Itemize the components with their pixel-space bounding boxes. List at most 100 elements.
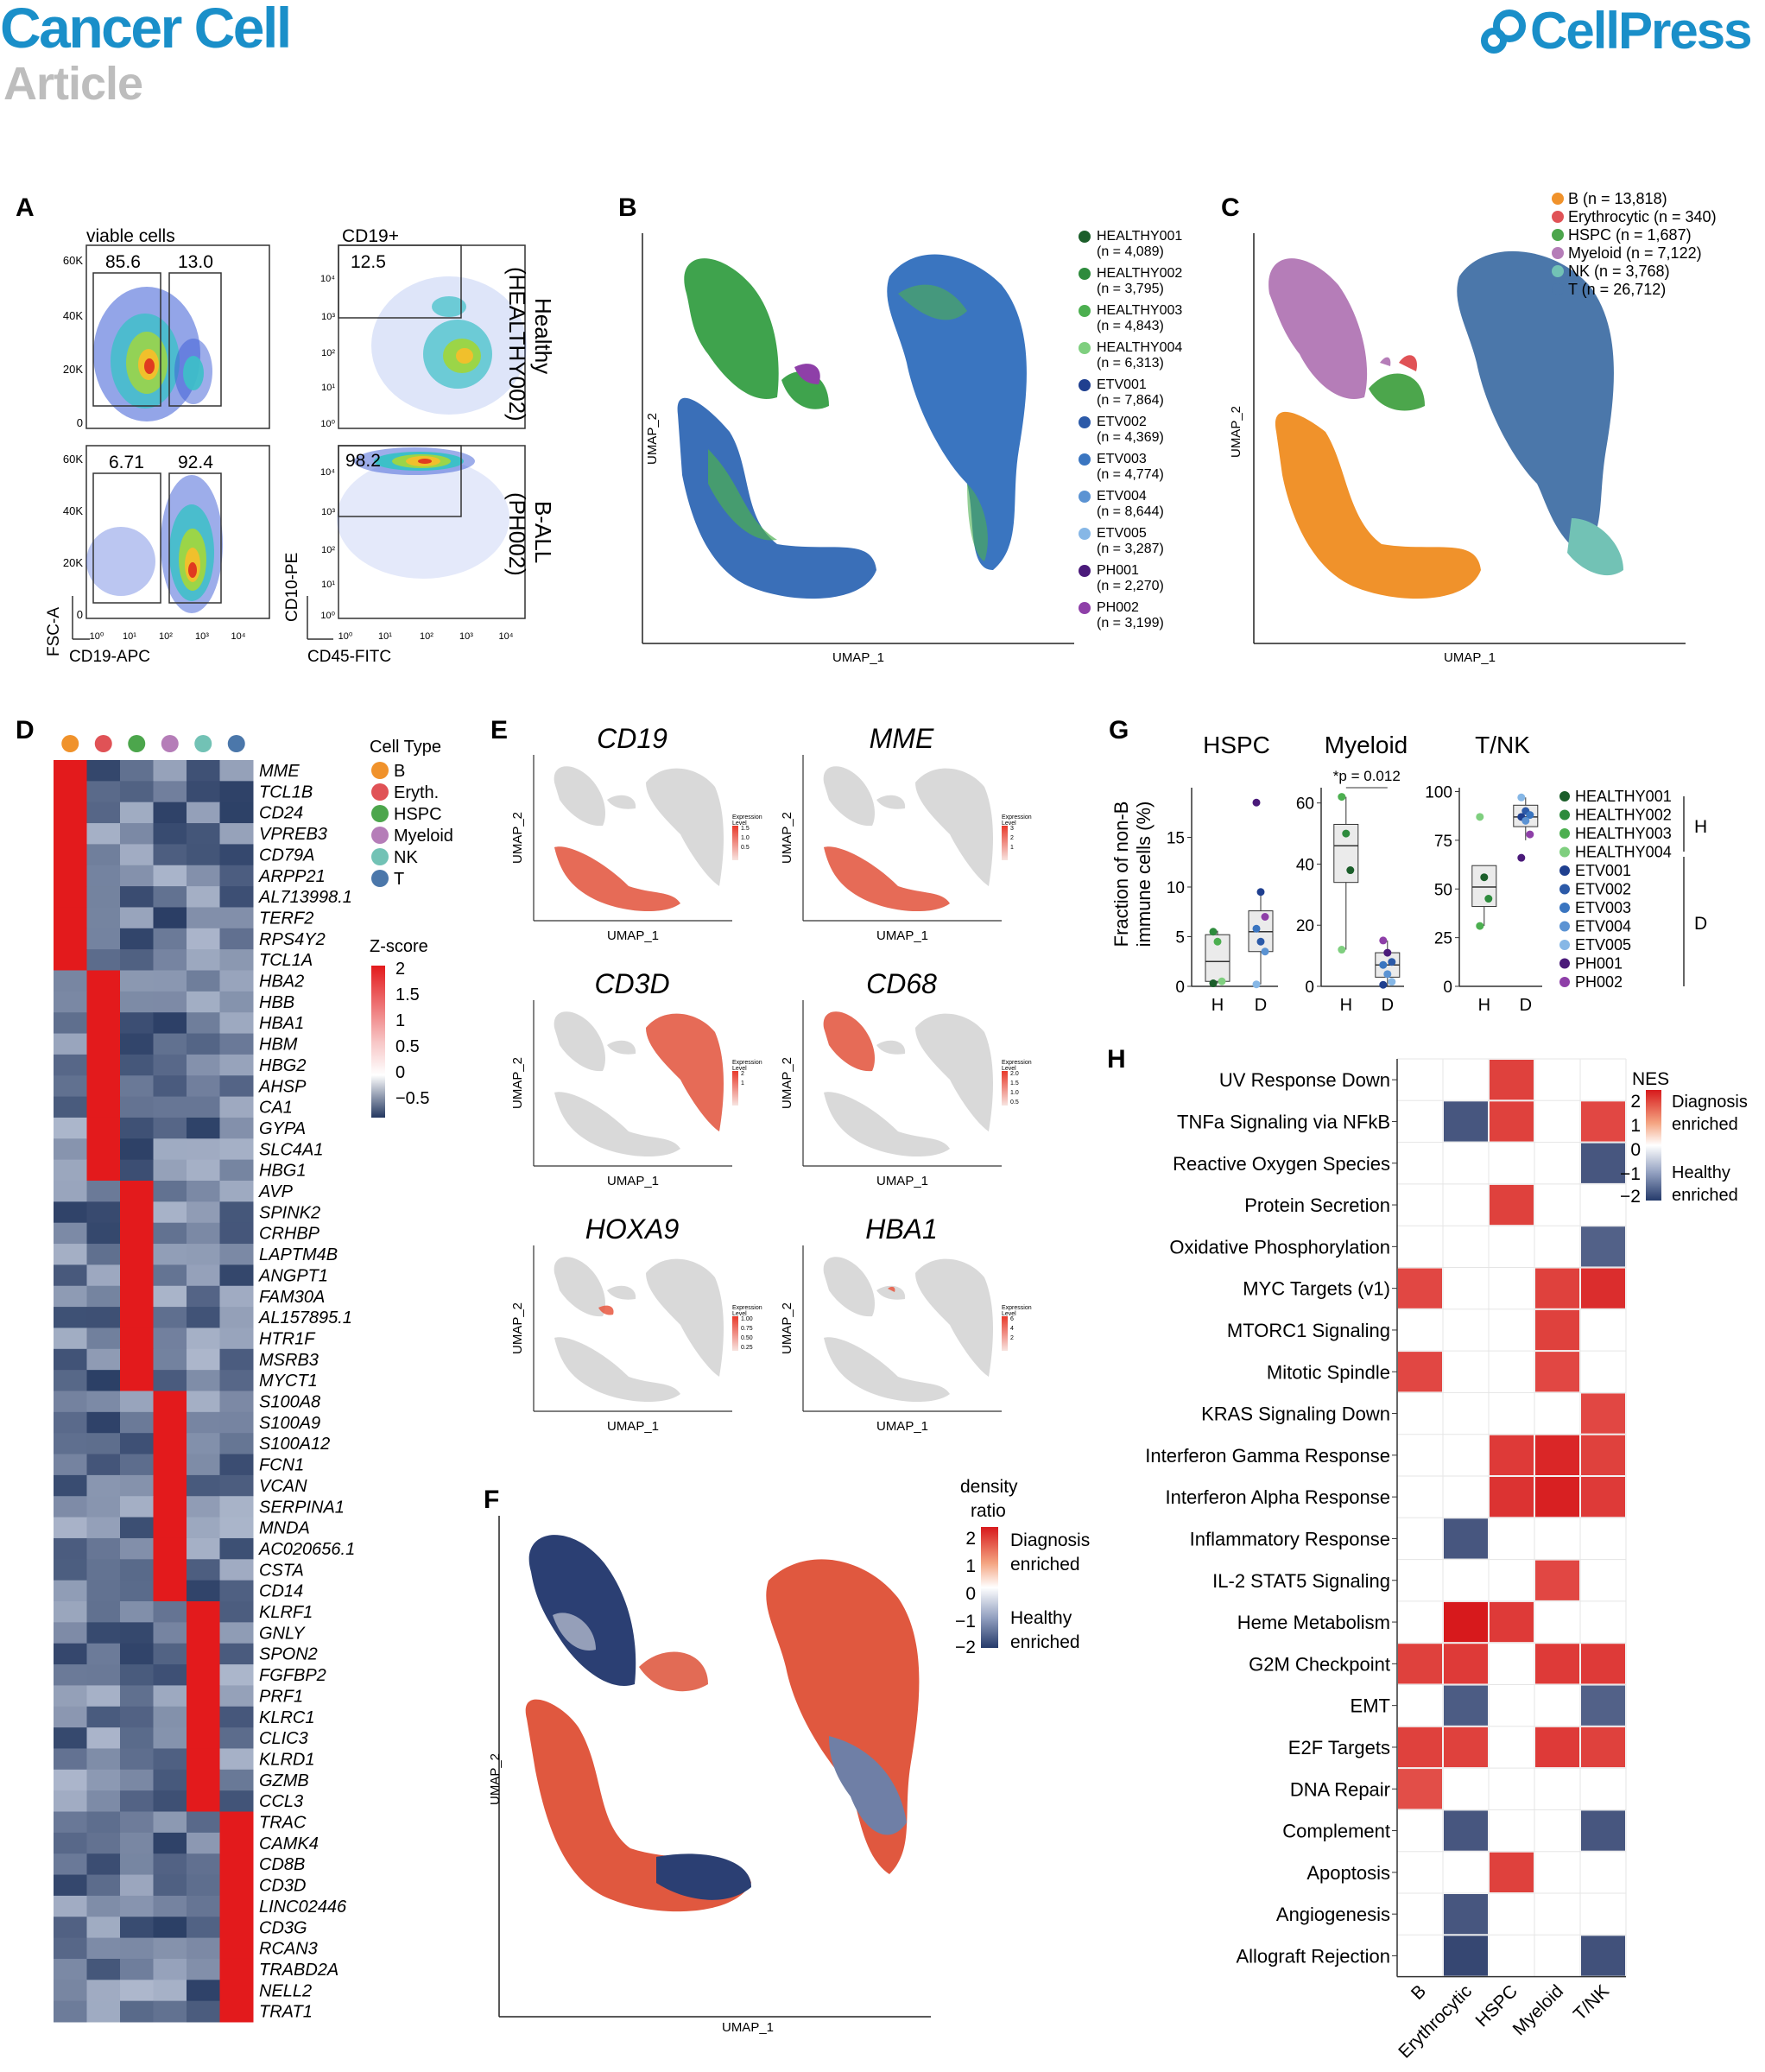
legend-swatch [1552,247,1564,259]
tick-label: 0 [1305,979,1314,997]
tick-label: 40K [63,504,83,517]
heatmap-cell [219,1559,254,1581]
heatmap-cell [219,1727,254,1749]
heatmap-cell [219,1664,254,1686]
axis-label: UMAP_2 [510,1302,525,1354]
heatmap-cell [86,907,121,929]
tick-label: 10² [420,631,433,642]
tick-label: 0 [1443,979,1452,997]
heatmap-cell [86,1685,121,1708]
heatmap-cell [1398,1644,1442,1684]
heatmap-cell [153,991,187,1013]
colorbar-tick: 0.50 [741,1335,753,1341]
heatmap-cell [86,1790,121,1812]
group-bracket: D [1694,914,1707,934]
heatmap-cell [86,1096,121,1118]
axis-label: FSC-A [45,607,63,656]
column-label: Myeloid [1509,1981,1567,2039]
gene-title: HOXA9 [585,1213,680,1245]
heatmap-cell [86,1811,121,1834]
heatmap-cell [1444,1644,1488,1684]
legend-label: ETV005 [1575,936,1631,954]
heatmap-cell [86,1370,121,1391]
heatmap-cell [187,1222,220,1245]
heatmap-cell [86,1769,121,1791]
tick-label: H [1211,996,1224,1015]
heatmap-cell [219,1181,254,1202]
expression-highlight [646,1013,724,1131]
heatmap-cell [187,1181,220,1202]
legend-swatch [1559,940,1570,950]
heatmap-cell [153,1917,187,1939]
data-point [1346,866,1355,875]
umap-cluster [554,766,605,827]
heatmap-cell [120,1496,154,1518]
expression-highlight [554,846,680,912]
heatmap-cell [187,1454,220,1476]
legend-swatch [1559,809,1570,821]
gene-label: FCN1 [259,1456,304,1475]
heatmap-cell [153,1537,187,1560]
expression-colorbar [732,826,738,860]
gene-label: FGFBP2 [259,1666,326,1685]
heatmap-cell [1444,1101,1488,1142]
heatmap-cell [219,1748,254,1771]
heatmap-cell [219,970,254,992]
heatmap-cell [86,1264,121,1287]
gene-label: CD24 [259,804,303,823]
axis-label: UMAP_1 [832,650,884,665]
gene-title: CD19 [597,723,667,754]
gene-label: VCAN [259,1477,307,1496]
legend-swatch [1079,528,1091,540]
tick-label: 0 [77,416,83,429]
heatmap-cell [187,1895,220,1917]
heatmap-cell [153,1727,187,1749]
heatmap-cell [187,1117,220,1139]
heatmap-cell [153,802,187,824]
heatmap-cell [120,802,154,824]
tick-label: 75 [1434,833,1452,851]
pathway-label: Apoptosis [1306,1862,1390,1884]
heatmap-cell [219,1307,254,1328]
tick-label: 10³ [459,631,473,642]
heatmap-cell [54,1370,87,1391]
legend-label: (n = 3,795) [1097,282,1164,296]
heatmap-cell [86,1874,121,1897]
legend-swatch [1079,379,1091,391]
data-point [1256,888,1265,897]
boxplot-tnk: T/NK 0 25 50 75 100 H D [1425,732,1542,1015]
legend-title: NES [1632,1069,1669,1089]
heatmap-cell [187,781,220,803]
heatmap-cell [1581,1226,1625,1267]
heatmap-cell [153,1622,187,1644]
heatmap-cell [86,1075,121,1098]
row-label: Healthy [530,298,556,374]
heatmap-cell [1535,1477,1579,1518]
data-point [1379,980,1388,989]
data-point [1476,922,1484,930]
legend-swatch [1559,903,1570,913]
heatmap-cell [153,1285,187,1308]
heatmap-cell [54,1537,87,1560]
heatmap-cell [1581,1685,1625,1726]
heatmap-cell [153,1496,187,1518]
gene-label: FAM30A [259,1288,325,1307]
heatmap-cell [86,1054,121,1076]
gene-label: MYCT1 [259,1372,318,1391]
umap-cluster [915,768,993,886]
heatmap-cell [86,1958,121,1980]
heatmap-cell [153,1244,187,1265]
legend-title: Cell Type [370,738,441,757]
heatmap-cell [120,1454,154,1476]
gene-label: CD3G [259,1918,307,1937]
heatmap-cell [54,1664,87,1686]
tick-label: 10⁴ [231,631,246,642]
heatmap-cell [187,1622,220,1644]
heatmap-cell [153,1433,187,1455]
legend-label: enriched [1672,1186,1738,1205]
heatmap-cell [153,1937,187,1960]
legend-swatch [371,783,389,801]
facs-title: CD19+ [342,226,399,246]
row-label: (HEALTHY002) [504,267,530,421]
legend-title: Level [1002,1066,1016,1072]
